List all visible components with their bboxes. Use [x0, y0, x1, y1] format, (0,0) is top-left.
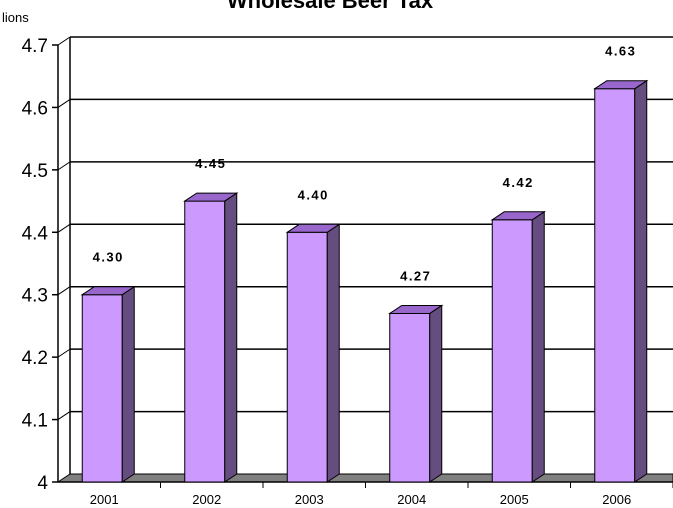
y-tick-label: 4.4 — [22, 223, 49, 244]
chart-title: Wholesale Beer Tax — [227, 0, 434, 13]
y-tick-label: 4.1 — [22, 411, 48, 432]
x-tick-label: 2005 — [500, 492, 529, 507]
y-tick-label: 4.7 — [22, 36, 48, 57]
bar-front — [286, 231, 328, 483]
bars — [80, 79, 649, 483]
x-tick-label: 2001 — [90, 492, 119, 507]
bar-side — [531, 210, 545, 483]
gridline-diagonal — [57, 286, 71, 296]
x-tick-label: 2002 — [192, 492, 221, 507]
data-label: 4.30 — [93, 250, 124, 265]
bar-top — [80, 286, 136, 296]
axes: 4 4.1 4.2 4.3 4.4 4.5 4.6 4.7 2001 2002 2003 2004 20… — [22, 36, 673, 507]
x-tick-label: 2006 — [602, 492, 631, 507]
gridline-diagonal — [57, 99, 71, 108]
data-label: 4.40 — [298, 187, 329, 202]
gridline-diagonal — [57, 36, 71, 46]
y-tick-label: 4.6 — [22, 98, 48, 119]
data-label: 4.45 — [195, 156, 226, 171]
data-label: 4.63 — [605, 44, 636, 59]
bar-top — [490, 211, 546, 221]
y-tick-label: 4.2 — [22, 348, 48, 369]
bar-side — [429, 304, 443, 483]
x-tick-label: 2003 — [295, 492, 324, 507]
bar-2001 — [80, 285, 136, 483]
bar-2005 — [490, 210, 546, 483]
bar-top — [593, 80, 649, 90]
bar-side — [634, 79, 648, 483]
floor-plane — [56, 473, 673, 483]
gridline-diagonal — [57, 411, 71, 420]
bar-front — [594, 88, 636, 483]
data-label: 4.42 — [503, 175, 534, 190]
x-tick-label: 2004 — [397, 492, 426, 507]
bar-2006 — [593, 79, 649, 483]
bar-front — [81, 294, 123, 483]
bar-side — [326, 223, 340, 483]
gridline-diagonal — [57, 223, 71, 233]
y-tick-label: 4.5 — [22, 161, 48, 182]
gridline-diagonal — [57, 348, 71, 358]
bar-front — [491, 219, 533, 483]
bar-front — [389, 312, 431, 483]
bar-top — [183, 192, 239, 202]
data-label: 4.27 — [400, 268, 431, 283]
y-axis-label: lions — [2, 10, 29, 25]
y-tick-label: 4.3 — [22, 286, 48, 307]
chart-floor — [56, 473, 673, 483]
bar-top — [388, 304, 444, 314]
gridlines — [57, 36, 673, 420]
data-labels: 4.30 4.45 4.40 4.27 4.42 4.63 — [93, 44, 636, 284]
bar-top — [285, 223, 341, 233]
bar-2002 — [183, 192, 239, 483]
bar-2003 — [285, 223, 341, 483]
bar-2004 — [388, 304, 444, 483]
y-tick-label: 4 — [37, 473, 48, 494]
bar-front — [184, 200, 226, 483]
bar-side — [224, 192, 238, 483]
bar-side — [121, 285, 135, 483]
gridline-diagonal — [57, 161, 71, 171]
